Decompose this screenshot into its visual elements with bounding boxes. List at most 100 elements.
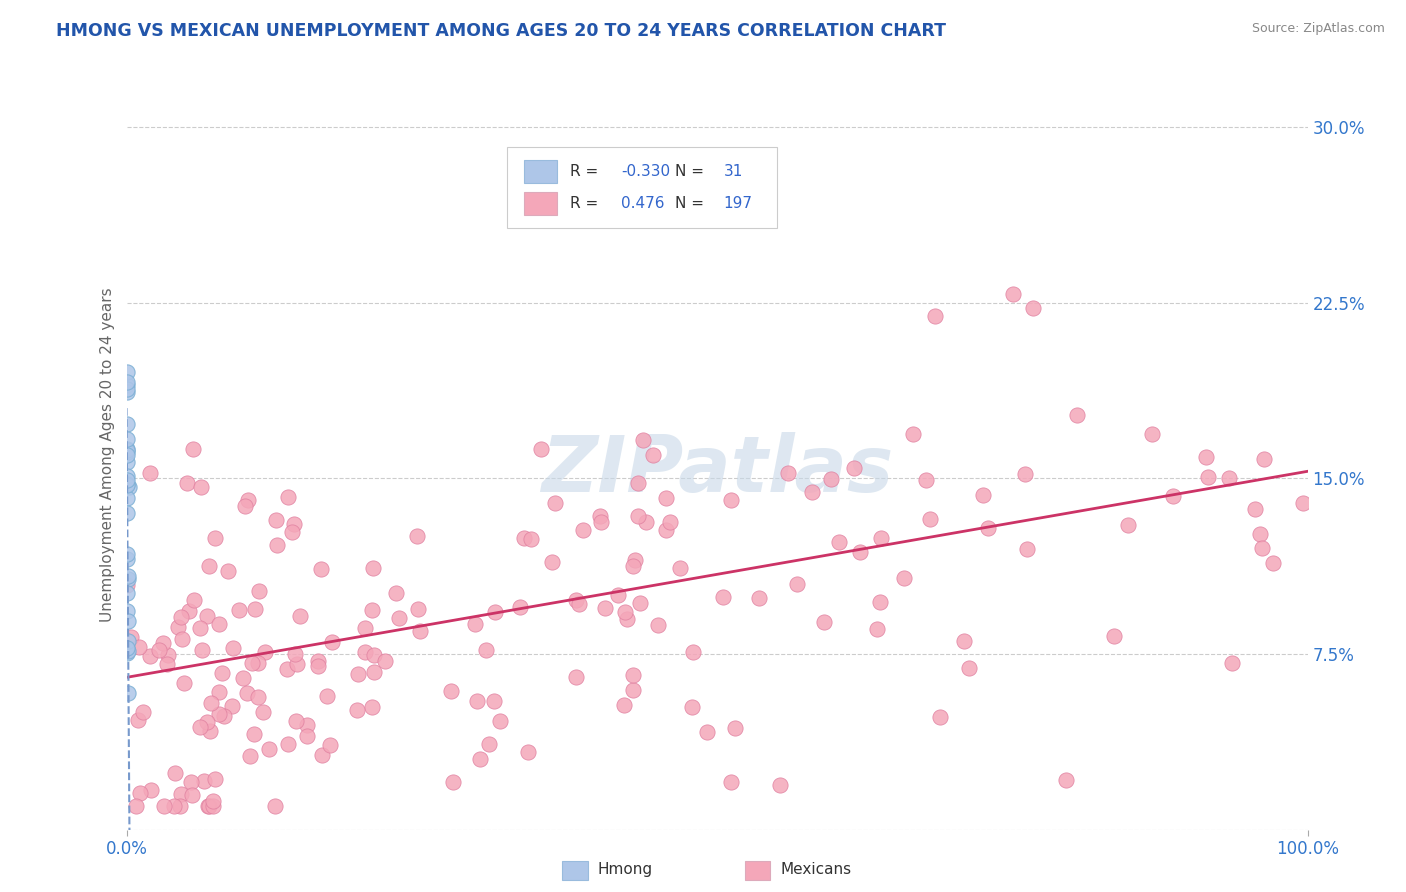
Point — [115, 382, 138, 396]
Point — [117, 551, 139, 566]
Point — [353, 645, 375, 659]
Point — [117, 547, 139, 561]
Point — [828, 535, 851, 549]
Point — [724, 721, 747, 735]
Point — [188, 720, 211, 734]
Point — [565, 593, 588, 607]
Point — [201, 794, 224, 808]
Point — [295, 729, 318, 743]
Point — [748, 591, 770, 605]
Point — [139, 782, 162, 797]
Point — [893, 571, 915, 585]
Point — [125, 799, 148, 814]
Point — [311, 748, 333, 763]
Point — [115, 442, 138, 456]
Text: ZIPatlas: ZIPatlas — [541, 432, 893, 508]
Point — [613, 698, 636, 712]
Point — [1253, 451, 1275, 466]
Point — [589, 515, 612, 529]
Point — [115, 586, 138, 600]
Point — [354, 621, 377, 635]
Point — [977, 521, 1000, 535]
Point — [117, 686, 139, 700]
Point — [117, 615, 139, 629]
Point — [467, 694, 489, 708]
Point — [616, 612, 638, 626]
Point — [212, 709, 235, 723]
Point — [544, 496, 567, 510]
Point — [711, 590, 734, 604]
Point — [156, 657, 179, 672]
Point — [236, 492, 259, 507]
Point — [117, 646, 139, 660]
Point — [631, 433, 654, 447]
Point — [929, 710, 952, 724]
Text: R =: R = — [569, 196, 598, 211]
Point — [208, 707, 231, 722]
Point — [152, 636, 174, 650]
Point — [374, 654, 396, 668]
Point — [252, 705, 274, 719]
Point — [589, 509, 612, 524]
Point — [478, 738, 501, 752]
Point — [385, 586, 408, 600]
Point — [129, 787, 152, 801]
Point — [1066, 408, 1088, 422]
Point — [197, 799, 219, 814]
Point — [696, 724, 718, 739]
Point — [920, 512, 942, 526]
Point — [117, 469, 139, 483]
Text: Hmong: Hmong — [598, 863, 652, 877]
Point — [222, 640, 245, 655]
Point — [277, 491, 299, 505]
Point — [176, 475, 198, 490]
Point — [621, 668, 644, 682]
Point — [520, 532, 543, 546]
Point — [240, 656, 263, 670]
Point — [655, 523, 678, 537]
Point — [117, 376, 139, 390]
Point — [115, 445, 138, 459]
Point — [115, 417, 138, 431]
Point — [319, 738, 342, 752]
Text: 31: 31 — [724, 164, 742, 179]
Point — [233, 500, 256, 514]
Point — [470, 752, 492, 766]
Point — [284, 714, 307, 728]
Point — [236, 686, 259, 700]
Point — [166, 620, 188, 634]
Point — [204, 772, 226, 786]
Point — [360, 603, 382, 617]
Point — [1014, 467, 1036, 481]
Point — [636, 515, 658, 529]
Point — [188, 621, 211, 635]
Point — [183, 592, 205, 607]
Point — [239, 749, 262, 764]
Text: Mexicans: Mexicans — [780, 863, 852, 877]
Point — [924, 310, 946, 324]
Point — [132, 706, 155, 720]
Point — [1015, 541, 1038, 556]
Point — [264, 799, 287, 814]
Point — [1022, 301, 1045, 315]
Point — [568, 597, 591, 611]
Point — [163, 799, 186, 814]
Point — [607, 588, 630, 602]
Point — [211, 665, 233, 680]
Point — [489, 714, 512, 728]
Point — [409, 624, 432, 639]
Point — [869, 531, 891, 545]
Point — [509, 600, 531, 615]
Point — [682, 645, 704, 659]
Point — [482, 694, 505, 708]
Point — [593, 600, 616, 615]
Point — [246, 656, 269, 670]
Point — [208, 685, 231, 699]
Point — [139, 466, 162, 480]
Point — [117, 480, 139, 494]
Point — [321, 635, 343, 649]
Point — [115, 365, 138, 379]
Point — [901, 426, 924, 441]
Point — [115, 432, 138, 446]
Point — [195, 609, 218, 624]
